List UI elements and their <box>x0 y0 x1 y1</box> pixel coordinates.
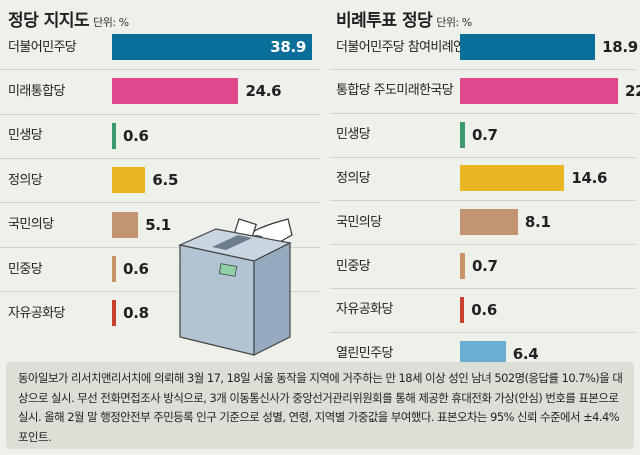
bar <box>460 296 465 323</box>
category-label: 자유공화당 <box>336 293 393 327</box>
value-label: 0.6 <box>123 126 149 145</box>
category-label-line: 민생당 <box>336 127 371 143</box>
bar <box>460 121 465 148</box>
bar <box>112 78 239 105</box>
bar-row: 정의당 6.5 <box>0 163 320 197</box>
survey-note-text: 동아일보가 리서치앤리서치에 의뢰해 3월 17, 18일 서울 동작을 지역에… <box>18 371 623 444</box>
value-label: 22.1 <box>625 81 640 100</box>
row-divider <box>0 291 320 293</box>
category-label-line: 국민의당 <box>8 217 54 233</box>
bar <box>112 300 117 327</box>
category-label: 민중당 <box>8 252 43 286</box>
category-label: 민중당 <box>336 249 371 283</box>
row-divider <box>330 200 636 202</box>
row-divider <box>330 331 636 333</box>
category-label: 통합당 주도 미래한국당 <box>336 74 454 108</box>
category-label: 민생당 <box>336 118 371 152</box>
bar-row: 민생당 0.6 <box>0 119 320 153</box>
category-label-line: 민생당 <box>8 128 43 144</box>
bar-row: 민중당 0.6 <box>0 252 320 286</box>
category-label-line: 미래한국당 <box>396 83 454 99</box>
value-label: 14.6 <box>571 169 608 188</box>
bar-row: 민생당 0.7 <box>330 118 636 152</box>
row-divider <box>0 158 320 159</box>
bar-row: 민중당 0.7 <box>330 249 636 283</box>
value-label: 0.6 <box>123 260 149 278</box>
category-label: 정의당 <box>8 163 43 197</box>
ballot-box-illustration <box>178 218 293 356</box>
bar-row: 정의당 14.6 <box>330 161 636 195</box>
unit-label: 단위: % <box>436 16 472 29</box>
chart-title: 정당 지지도 단위: % <box>8 6 129 31</box>
bar <box>460 165 565 192</box>
bar <box>460 253 465 279</box>
row-divider <box>330 244 636 246</box>
bar-row: 자유공화당 0.6 <box>330 293 636 327</box>
bar <box>112 167 146 194</box>
bar-row: 국민의당 5.1 <box>0 208 320 242</box>
category-label-line: 민중당 <box>336 258 371 274</box>
category-label: 자유공화당 <box>8 296 65 330</box>
bar <box>460 77 618 104</box>
bar-row: 더불어민주당 38.9 <box>0 30 320 64</box>
category-label-line: 자유공화당 <box>336 302 393 318</box>
row-divider <box>330 112 636 114</box>
category-label-line: 정의당 <box>336 170 371 186</box>
category-label: 민생당 <box>8 119 43 153</box>
bar-row: 미래통합당 24.6 <box>0 74 320 108</box>
value-label: 5.1 <box>145 215 171 234</box>
category-label-line: 미래통합당 <box>8 83 65 99</box>
survey-note: 동아일보가 리서치앤리서치에 의뢰해 3월 17, 18일 서울 동작을 지역에… <box>6 362 634 449</box>
bar <box>112 211 139 238</box>
category-label-line: 열린민주당 <box>336 346 393 362</box>
value-label: 8.1 <box>524 213 551 232</box>
value-label: 0.7 <box>472 125 498 144</box>
category-label-line: 국민의당 <box>336 214 382 230</box>
value-label: 18.9 <box>602 38 638 56</box>
category-label-line: 정의당 <box>8 172 43 188</box>
bar <box>460 34 596 60</box>
row-divider <box>0 202 320 204</box>
category-label: 열린민주당 <box>336 337 393 371</box>
bar-row: 자유공화당 0.8 <box>0 296 320 330</box>
chart-title-text: 비례투표 정당 <box>336 11 433 31</box>
bar <box>112 34 312 60</box>
value-label: 6.5 <box>152 171 179 190</box>
bar <box>112 122 116 149</box>
party-support-chart: 정당 지지도 단위: % 더불어민주당 38.9 미래통합당 24.6 민생당 0.6 정의당… <box>0 0 320 360</box>
category-label-line: 통합당 주도 <box>336 83 397 99</box>
row-divider <box>330 68 636 70</box>
bar <box>112 256 116 282</box>
row-divider <box>0 69 320 71</box>
value-label: 38.9 <box>270 38 306 56</box>
category-label-line: 더불어민주당 참여 <box>336 39 431 55</box>
category-label: 국민의당 <box>8 208 54 242</box>
row-divider <box>0 113 320 115</box>
row-divider <box>0 246 320 248</box>
row-divider <box>330 156 636 158</box>
unit-label: 단위: % <box>93 16 129 29</box>
chart-title: 비례투표 정당 단위: % <box>336 6 472 31</box>
bar-row: 국민의당 8.1 <box>330 205 636 239</box>
value-label: 0.7 <box>472 257 498 275</box>
chart-title-text: 정당 지지도 <box>8 11 90 31</box>
category-label: 미래통합당 <box>8 74 65 108</box>
value-label: 6.4 <box>512 344 539 363</box>
category-label-line: 민중당 <box>8 261 43 277</box>
category-label: 국민의당 <box>336 205 382 239</box>
value-label: 0.8 <box>123 304 149 323</box>
value-label: 24.6 <box>245 82 282 101</box>
category-label: 더불어민주당 <box>8 30 77 64</box>
row-divider <box>330 287 636 289</box>
value-label: 0.6 <box>471 300 497 319</box>
category-label: 정의당 <box>336 161 371 195</box>
category-label-line: 더불어민주당 <box>8 39 77 55</box>
category-label-line: 자유공화당 <box>8 305 65 321</box>
bar <box>460 209 518 236</box>
